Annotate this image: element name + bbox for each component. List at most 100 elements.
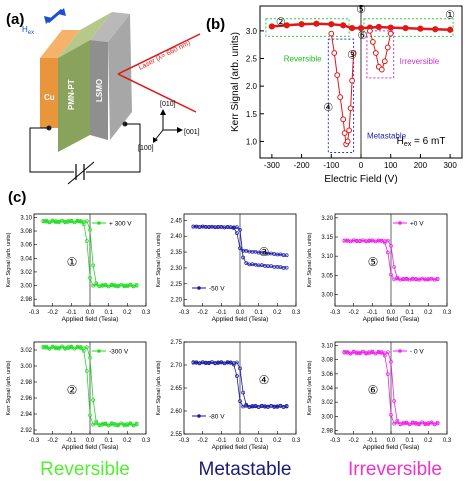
forward-branch-point [417,25,424,32]
axis-label-100: [100] [138,145,154,152]
loop-legend-label: -50 V [209,286,225,293]
cu-layer-front [40,58,58,128]
metastable-branch-point [347,105,354,112]
pmnpt-layer-top [58,12,112,58]
loop-branch-line [344,239,438,281]
point-marker: ① [445,10,455,22]
loop-point [407,277,412,282]
loop-legend-marker [97,349,101,353]
loop-legend-marker [398,221,402,225]
column-title-metastable: Metastable [199,459,292,480]
forward-branch-point [348,25,356,32]
metastable-branch-point [346,127,353,134]
loop-x-axis-label: Applied field (Tesla) [363,444,420,451]
loop-point [386,372,390,376]
loop-point [85,369,89,373]
loop-x-tick-label: 0.0 [86,438,95,444]
layer-label-lsmo: LSMO [95,79,104,102]
loop-branch-line [193,361,287,408]
loop-point [75,344,80,349]
loop-point [284,404,289,408]
loop-x-tick-label: 0.3 [142,438,151,444]
loop-point [72,346,77,351]
y-tick-label-b: 3.0 [246,27,258,36]
loop-x-tick-label: -0.3 [330,438,341,444]
lsmo-layer-front [90,40,108,140]
loop-point [435,420,440,425]
loop-branch-line [193,226,287,269]
loop-y-tick-label: 3.04 [20,256,32,262]
y-tick-label-b: 1.5 [246,110,258,119]
loop-point [60,218,64,223]
metastable-box [327,38,355,153]
loop-point [116,422,120,427]
loop-y-tick-label: 2.35 [170,250,182,256]
metastable-branch-point [328,30,335,37]
loop-legend-label: - 0 V [410,349,424,356]
loop-point [222,361,227,366]
irreversible-branch-point [381,58,388,65]
label-irreversible: Irreversible [400,57,440,66]
irreversible-branch-point [372,50,379,56]
loop-y-tick-label: 3.02 [20,348,32,354]
loop-point [50,344,55,349]
loop-y-tick-label: 2.70 [170,363,182,369]
metastable-branch-point [350,50,357,56]
loop-point [389,413,393,417]
loop-point [370,350,375,355]
loop-x-tick-label: -0.2 [348,438,359,444]
irreversible-branch-point [387,30,394,37]
loop-legend-marker [398,349,402,353]
loop-point [392,399,396,403]
loop-point [88,276,92,280]
loop-y-axis-label: Kerr Signal (arb. units) [156,232,162,287]
wire-left [29,127,74,173]
loop-point [389,244,393,248]
metastable-branch-point [340,116,347,123]
x-tick-label-b: 300 [443,161,457,170]
hex-arrowhead-left [44,16,52,24]
layer-label-pmnpt: PMN-PT [67,79,76,110]
x-tick-label-b: 0 [359,161,364,170]
layer-label-cu: Cu [44,93,55,102]
forward-branch-point [268,23,275,30]
loop-point [116,284,120,288]
loop-x-tick-label: 0.0 [236,310,245,316]
forward-branch-point [283,22,290,29]
loop-point [398,422,403,427]
loop-point [85,219,89,223]
loop-legend-label: + 300 V [109,221,132,228]
loop-point [69,219,74,224]
loop-state-marker: ③ [259,245,270,259]
panel-b-chart: -300 -200 -100 0 100 200 300 1.0 1.5 2.0 2.5 3.0 Ele… [230,4,463,185]
loop-point [361,238,365,243]
panel-label-c: (c) [8,189,26,206]
loop-point [269,403,273,408]
loop-x-tick-label: -0.3 [179,310,190,316]
loop-point [106,423,111,428]
loop-y-tick-label: 3.05 [321,273,333,279]
loop-branch-line [43,220,137,287]
loop-y-axis-label: Kerr Signal (arb. units) [156,360,162,415]
loop-y-tick-label: 2.98 [20,297,32,303]
loop-y-tick-label: 3.15 [321,235,333,241]
loop-point [235,374,239,378]
metastable-branch-line [330,33,355,146]
loop-point [106,284,111,289]
loop-point [97,423,102,428]
loop-point [134,282,139,287]
irreversible-box [366,30,395,79]
loop-point [47,346,52,351]
loop-point [351,349,356,354]
loop-point [91,263,95,268]
loop-x-tick-label: 0.2 [273,438,282,444]
loop-point [281,405,286,409]
loop-x-tick-label: 0.1 [254,310,263,316]
loop-x-tick-label: -0.1 [66,310,77,316]
loop-point [41,344,46,349]
loop-x-tick-label: 0.1 [254,438,263,444]
hex-arrowhead-right [58,8,66,16]
label-metastable: Metastable [367,132,407,141]
loop-point [119,421,123,426]
irreversible-branch-point [369,39,376,45]
